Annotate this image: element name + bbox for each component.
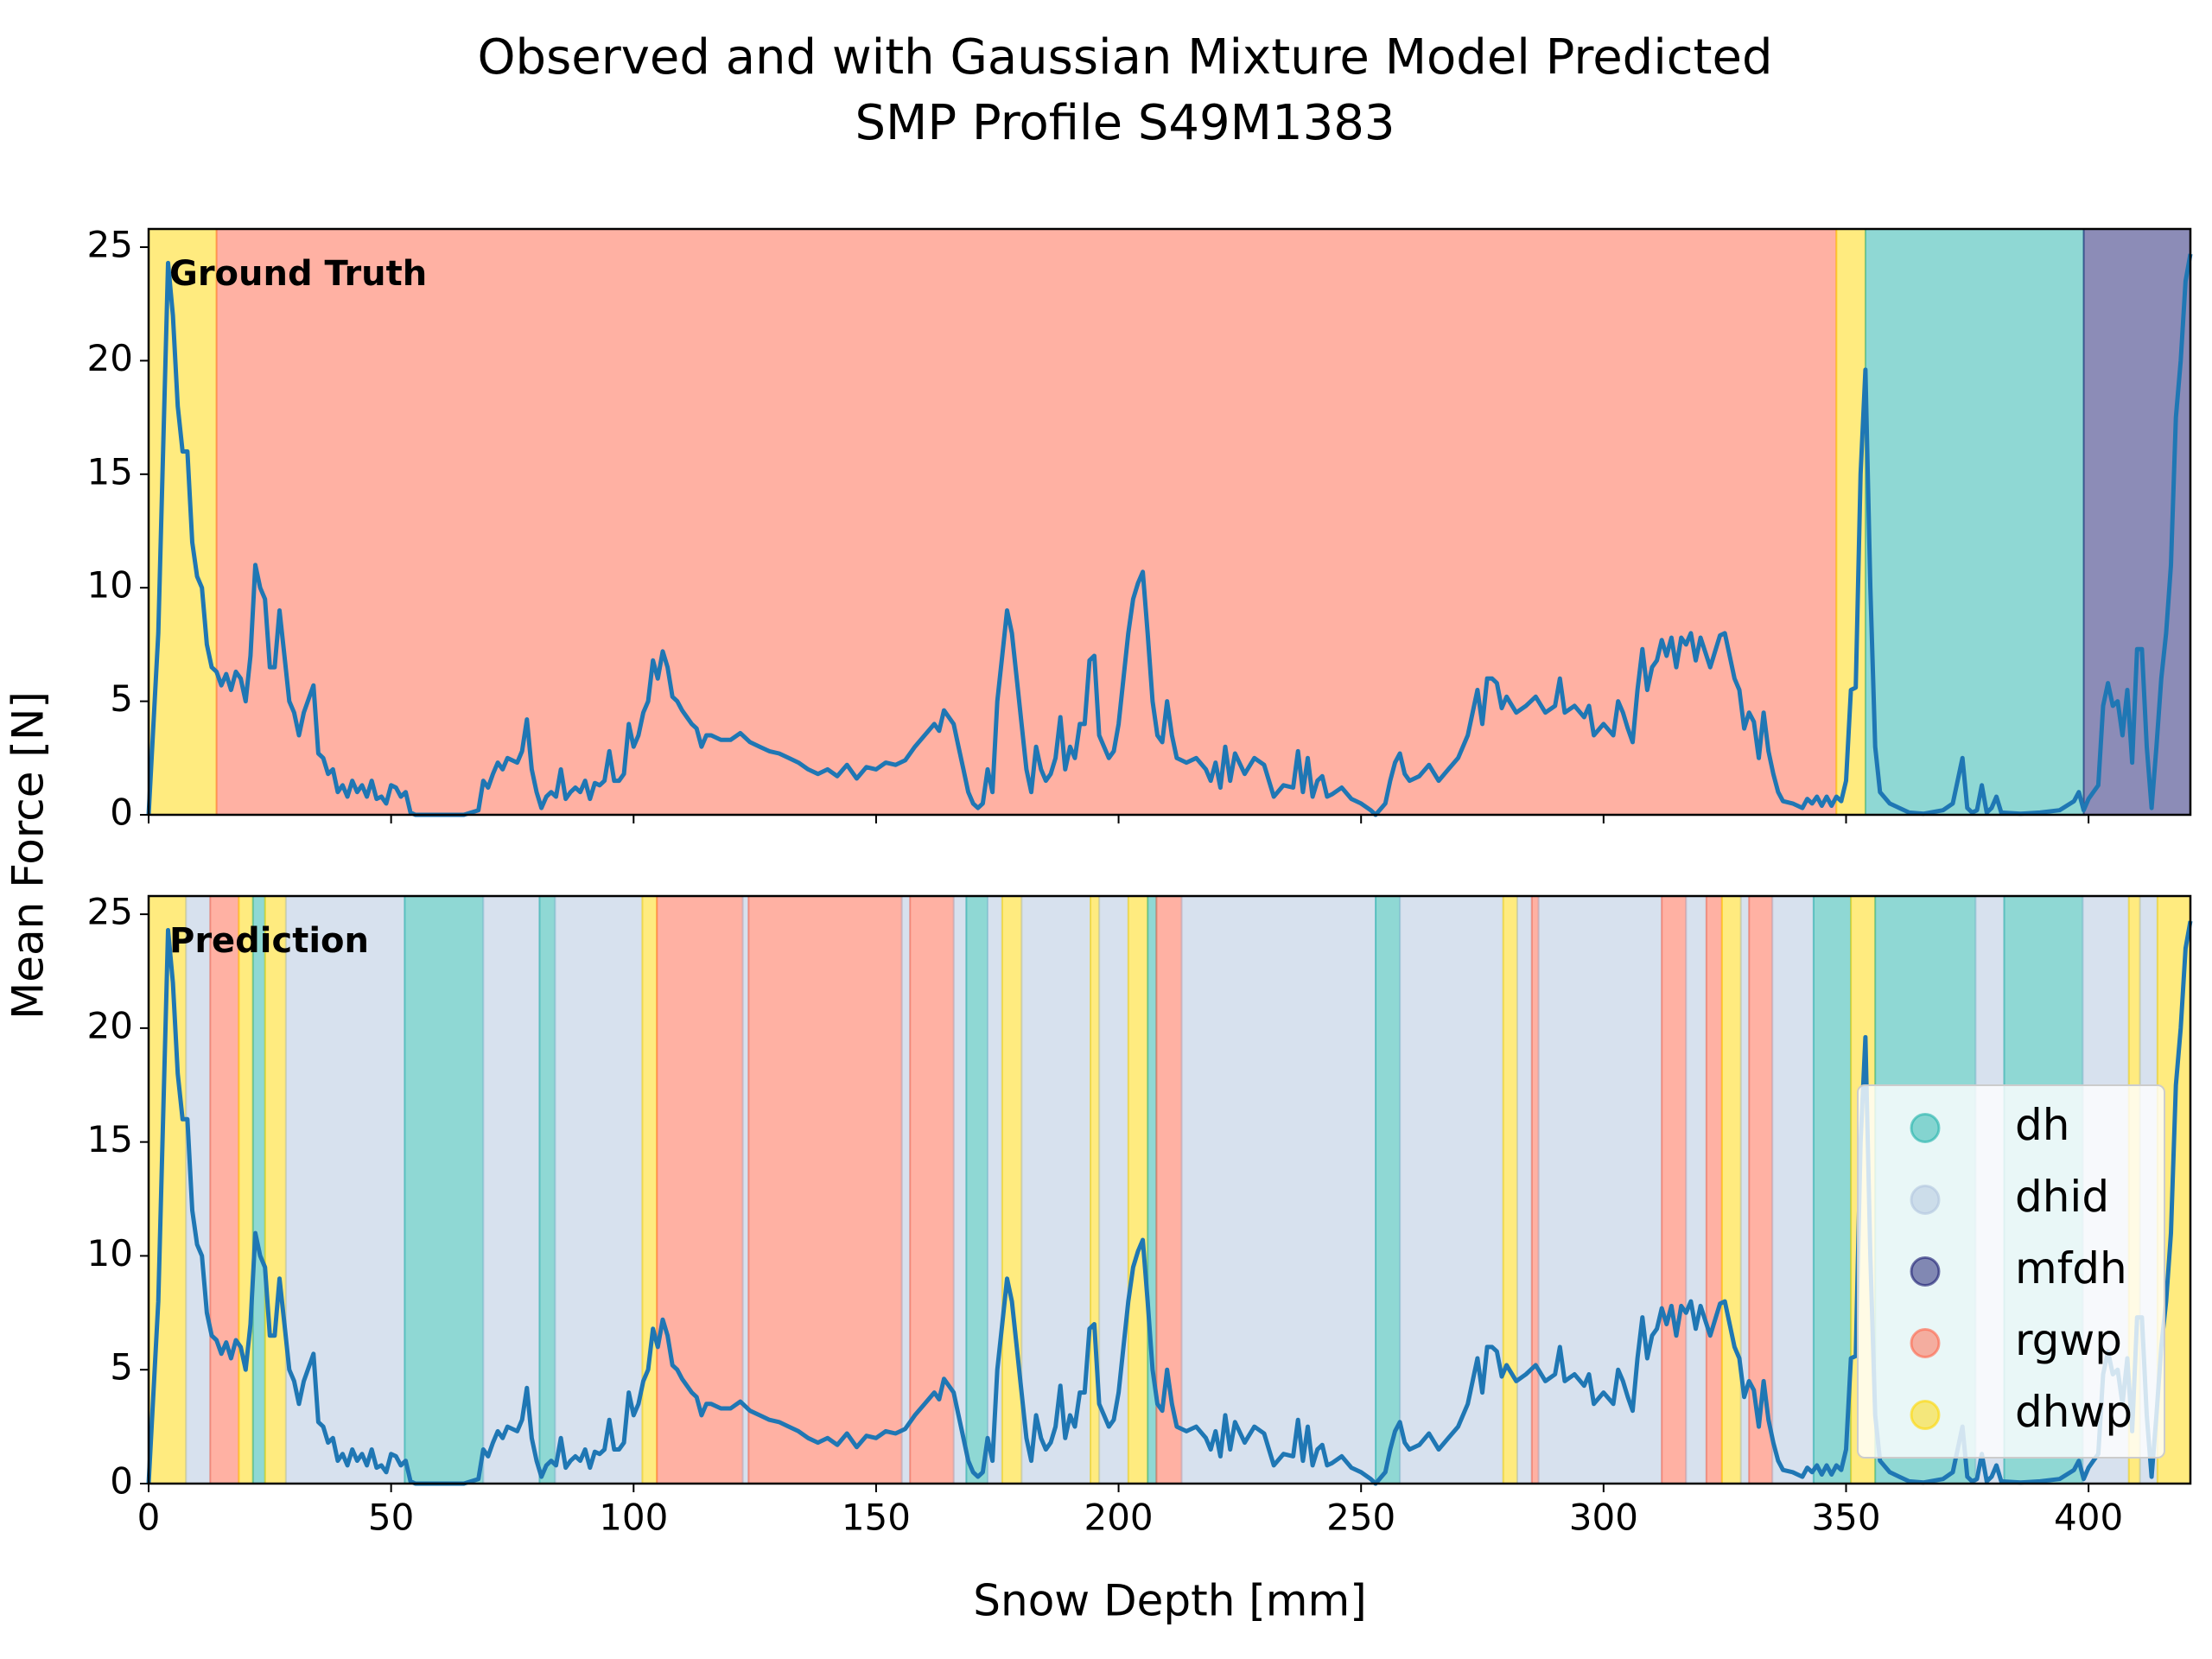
y-tick-label: 20: [87, 337, 133, 379]
legend-label: dhwp: [2015, 1387, 2133, 1437]
class-span: [1530, 895, 1540, 1484]
class-span: [1720, 895, 1742, 1484]
legend-label: dhid: [2015, 1172, 2109, 1222]
class-span: [641, 895, 658, 1484]
class-span: [1399, 895, 1504, 1484]
class-span: [1375, 895, 1402, 1484]
data-line: [146, 920, 2193, 1486]
axes-frame: [147, 894, 2192, 1485]
class-span: [554, 895, 644, 1484]
class-span: [1812, 895, 1853, 1484]
class-span: [1705, 895, 1723, 1484]
class-span: [1098, 895, 1129, 1484]
class-span: [284, 895, 406, 1484]
legend-marker: [1910, 1400, 1941, 1430]
x-tick-label: 350: [1811, 1497, 1880, 1539]
x-tick-label: 50: [368, 1497, 414, 1539]
x-tick-label: 300: [1569, 1497, 1638, 1539]
y-tick-label: 10: [87, 564, 133, 607]
class-span: [1537, 895, 1663, 1484]
legend-box: [1857, 1084, 2165, 1459]
y-tick-label: 15: [87, 450, 133, 493]
x-tick-label: 400: [2054, 1497, 2123, 1539]
y-tick-label: 25: [87, 891, 133, 933]
class-span: [1864, 228, 2085, 816]
legend: dh dhid mfdh rgwp dhwp: [1857, 1084, 2165, 1459]
panel-label: Prediction: [169, 921, 369, 961]
class-span: [1180, 895, 1377, 1484]
x-tick-label: 0: [137, 1497, 161, 1539]
class-span: [538, 895, 556, 1484]
class-span: [1685, 895, 1707, 1484]
class-span: [238, 895, 254, 1484]
legend-marker: [1910, 1328, 1941, 1358]
class-span: [404, 895, 485, 1484]
y-tick-label: 5: [110, 677, 133, 720]
legend-label: mfdh: [2015, 1243, 2127, 1294]
class-span: [215, 228, 1838, 816]
class-span: [900, 895, 912, 1484]
legend-label: dh: [2015, 1100, 2069, 1150]
chart-title: Observed and with Gaussian Mixture Model…: [477, 29, 1772, 86]
panel: 0 5 10 15 20 25 Ground Truth: [87, 224, 2193, 834]
x-tick-label: 100: [599, 1497, 668, 1539]
y-tick-label: 0: [110, 791, 133, 834]
y-tick-label: 20: [87, 1004, 133, 1046]
data-line: [146, 253, 2193, 817]
chart-title: SMP Profile S49M1383: [855, 95, 1395, 151]
class-span: [264, 895, 287, 1484]
y-tick-label: 25: [87, 224, 133, 266]
class-span: [741, 895, 750, 1484]
class-span: [1661, 895, 1688, 1484]
class-span: [747, 895, 903, 1484]
legend-label: rgwp: [2015, 1315, 2122, 1365]
class-span: [1020, 895, 1092, 1484]
x-tick-label: 250: [1326, 1497, 1395, 1539]
class-span: [965, 895, 989, 1484]
y-tick-label: 5: [110, 1346, 133, 1389]
y-tick-label: 0: [110, 1460, 133, 1503]
class-span: [148, 228, 218, 816]
class-span: [209, 895, 240, 1484]
class-span: [656, 895, 744, 1484]
class-span: [1771, 895, 1815, 1484]
y-axis-label: Mean Force [N]: [3, 691, 54, 1020]
x-axis-label: Snow Depth [mm]: [973, 1576, 1366, 1626]
class-span: [1516, 895, 1533, 1484]
class-span: [1502, 895, 1518, 1484]
class-span: [1127, 895, 1149, 1484]
class-span: [1001, 895, 1023, 1484]
y-tick-label: 15: [87, 1118, 133, 1160]
class-span: [251, 895, 266, 1484]
axes-frame: [147, 227, 2192, 817]
panel-label: Ground Truth: [169, 254, 427, 294]
legend-marker: [1910, 1113, 1941, 1143]
x-tick-label: 150: [842, 1497, 911, 1539]
legend-marker: [1910, 1256, 1941, 1287]
class-span: [482, 895, 541, 1484]
x-tick-label: 200: [1084, 1497, 1153, 1539]
y-tick-label: 10: [87, 1232, 133, 1274]
legend-marker: [1910, 1185, 1941, 1215]
